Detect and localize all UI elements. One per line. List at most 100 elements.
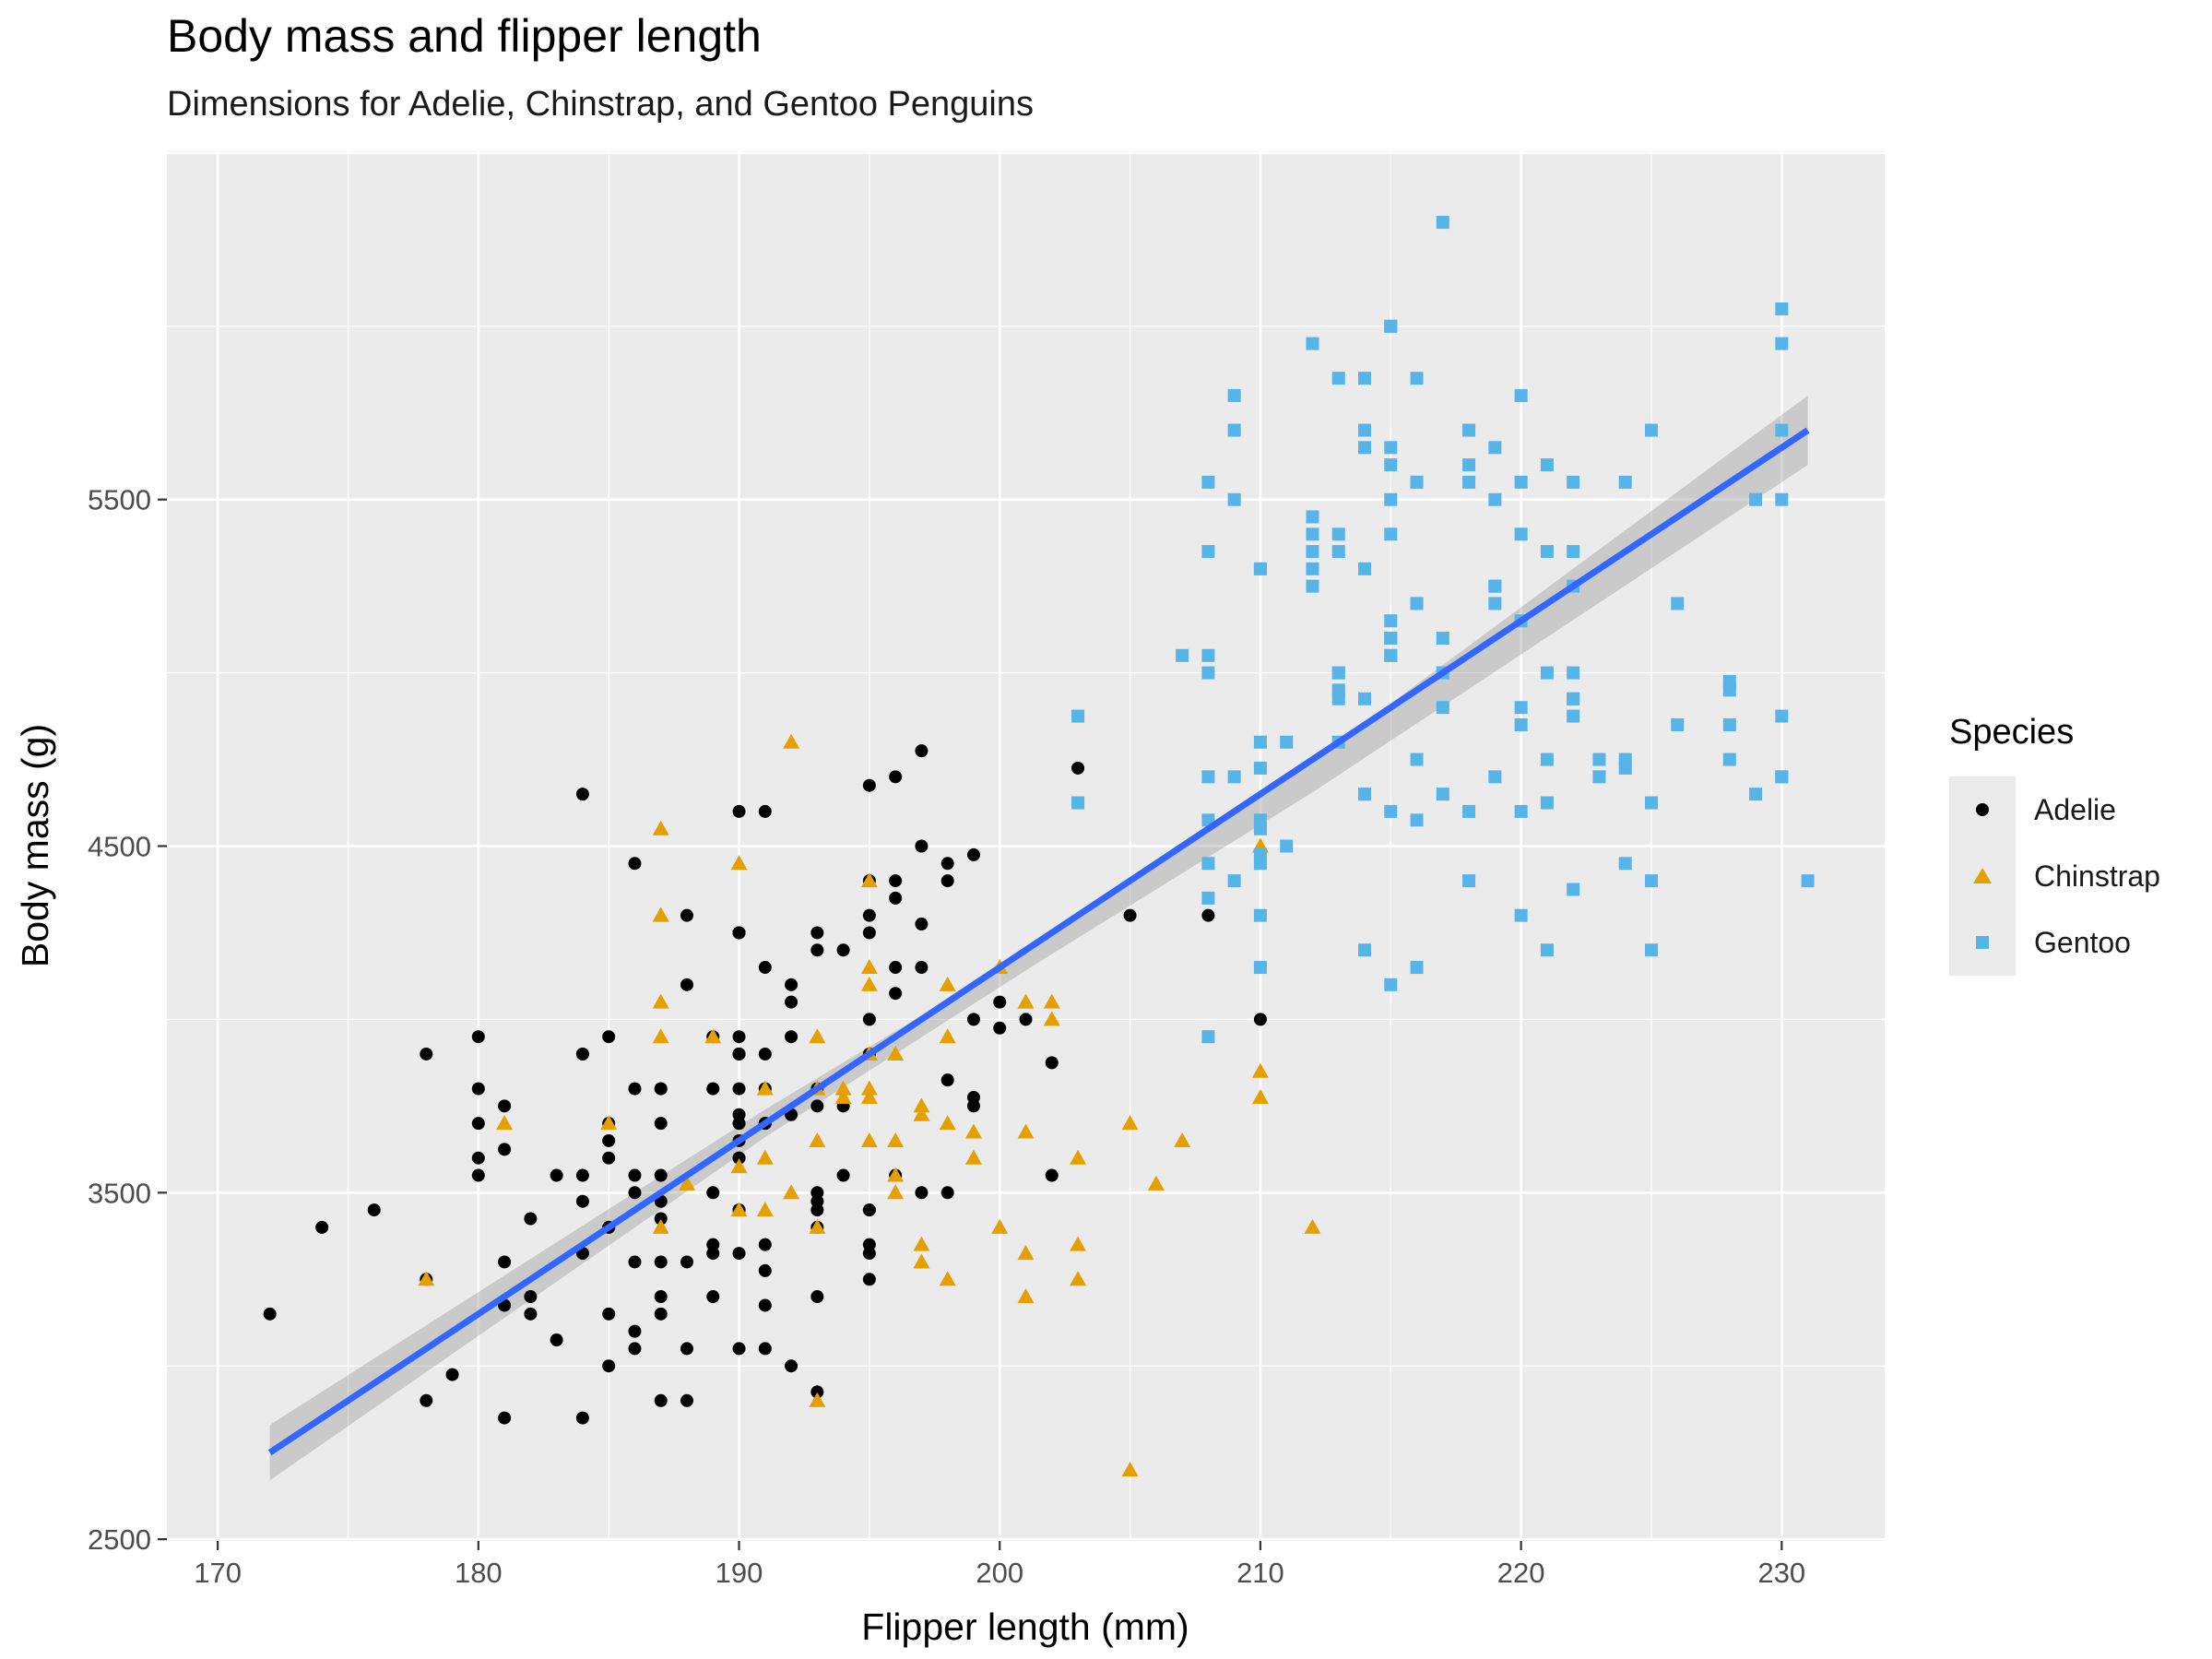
legend: Species Adelie Chinstrap Gentoo	[1949, 713, 2160, 976]
data-point-chinstrap	[1121, 1461, 1139, 1476]
data-point-adelie	[732, 926, 746, 940]
data-point-gentoo	[1567, 545, 1580, 559]
data-point-adelie	[575, 1194, 589, 1208]
data-point-chinstrap	[991, 1218, 1009, 1234]
data-point-gentoo	[1384, 614, 1398, 628]
data-point-adelie	[915, 1186, 929, 1200]
data-point-chinstrap	[913, 1106, 930, 1121]
data-point-adelie	[628, 1082, 642, 1096]
data-points	[263, 216, 1815, 1476]
data-point-adelie	[367, 1203, 381, 1217]
data-point-gentoo	[1540, 666, 1554, 680]
data-point-chinstrap	[964, 1123, 982, 1139]
data-point-chinstrap	[1147, 1175, 1165, 1191]
data-point-adelie	[1045, 1168, 1059, 1182]
data-point-adelie	[836, 1168, 850, 1182]
data-point-gentoo	[1331, 372, 1345, 385]
data-point-chinstrap	[913, 1097, 930, 1113]
data-point-gentoo	[1306, 337, 1319, 350]
data-point-gentoo	[1253, 908, 1267, 922]
data-point-adelie	[1045, 1056, 1059, 1070]
data-point-gentoo	[1592, 752, 1606, 766]
y-tick-label: 2500	[88, 1523, 151, 1556]
data-point-gentoo	[1201, 475, 1215, 489]
data-point-gentoo	[1358, 372, 1372, 385]
legend-title: Species	[1949, 713, 2075, 752]
data-point-adelie	[758, 804, 772, 818]
data-point-gentoo	[1071, 709, 1085, 723]
data-point-gentoo	[1201, 1030, 1215, 1044]
data-point-chinstrap	[496, 1115, 514, 1131]
data-point-adelie	[628, 1186, 642, 1200]
data-point-adelie	[602, 1030, 616, 1044]
data-point-chinstrap	[1017, 993, 1035, 1009]
confidence-band-area	[269, 395, 1808, 1481]
data-point-chinstrap	[809, 1028, 826, 1044]
data-point-gentoo	[1801, 874, 1815, 888]
data-point-chinstrap	[652, 993, 669, 1009]
data-point-chinstrap	[939, 1115, 956, 1131]
data-point-adelie	[524, 1307, 538, 1321]
data-point-gentoo	[1775, 337, 1789, 350]
data-point-gentoo	[1462, 423, 1476, 437]
data-point-gentoo	[1436, 632, 1449, 646]
data-point-gentoo	[1488, 597, 1502, 610]
data-point-gentoo	[1253, 813, 1267, 827]
data-point-adelie	[940, 857, 954, 871]
data-point-gentoo	[1384, 492, 1398, 506]
data-point-adelie	[810, 1290, 824, 1304]
data-point-gentoo	[1306, 562, 1319, 575]
data-point-gentoo	[1176, 648, 1189, 662]
data-point-chinstrap	[913, 1253, 930, 1269]
data-point-adelie	[889, 961, 903, 975]
y-tick-label: 3500	[88, 1177, 151, 1209]
axes: 170 180 190 200 210 220 230 2500 3500 4500 5500	[88, 484, 1805, 1589]
data-point-chinstrap	[939, 1028, 956, 1044]
data-point-gentoo	[1384, 632, 1398, 646]
data-point-chinstrap	[1017, 1245, 1035, 1261]
data-point-gentoo	[1384, 527, 1398, 541]
legend-label-chinstrap: Chinstrap	[2034, 859, 2160, 893]
data-point-gentoo	[1410, 372, 1424, 385]
x-tick-label: 210	[1236, 1557, 1284, 1589]
data-point-chinstrap	[860, 872, 878, 888]
data-point-adelie	[575, 1168, 589, 1182]
data-point-chinstrap	[809, 1392, 826, 1407]
data-point-gentoo	[1227, 388, 1241, 402]
data-point-gentoo	[1567, 883, 1580, 896]
data-point-chinstrap	[964, 1149, 982, 1165]
legend-item-chinstrap: Chinstrap	[1949, 843, 2160, 909]
data-point-chinstrap	[913, 1236, 930, 1251]
data-point-chinstrap	[939, 1271, 956, 1286]
data-point-adelie	[445, 1368, 459, 1381]
data-point-chinstrap	[783, 1184, 800, 1200]
data-point-gentoo	[1488, 441, 1502, 455]
data-point-chinstrap	[1070, 1149, 1087, 1165]
data-point-adelie	[471, 1030, 485, 1044]
data-point-gentoo	[1567, 666, 1580, 680]
data-point-chinstrap	[834, 1088, 852, 1104]
data-point-adelie	[654, 1082, 668, 1096]
data-point-gentoo	[1253, 735, 1267, 749]
data-point-adelie	[862, 1013, 876, 1026]
data-point-chinstrap	[652, 820, 669, 835]
data-point-adelie	[471, 1168, 485, 1182]
data-point-gentoo	[1567, 692, 1580, 705]
data-point-adelie	[575, 788, 589, 801]
data-point-adelie	[862, 778, 876, 792]
data-point-gentoo	[1071, 796, 1085, 810]
data-point-chinstrap	[730, 855, 748, 871]
data-point-gentoo	[1227, 874, 1241, 888]
data-point-gentoo	[1671, 717, 1685, 731]
data-point-chinstrap	[1304, 1218, 1321, 1234]
data-point-adelie	[575, 1411, 589, 1425]
x-tick-label: 180	[455, 1557, 503, 1589]
data-point-adelie	[836, 943, 850, 957]
data-point-chinstrap	[652, 907, 669, 922]
data-point-adelie	[706, 1082, 720, 1096]
x-tick-label: 230	[1757, 1557, 1805, 1589]
data-point-adelie	[732, 1151, 746, 1165]
data-point-gentoo	[1775, 423, 1789, 437]
data-point-chinstrap	[756, 1202, 774, 1217]
data-point-adelie	[1201, 908, 1215, 922]
